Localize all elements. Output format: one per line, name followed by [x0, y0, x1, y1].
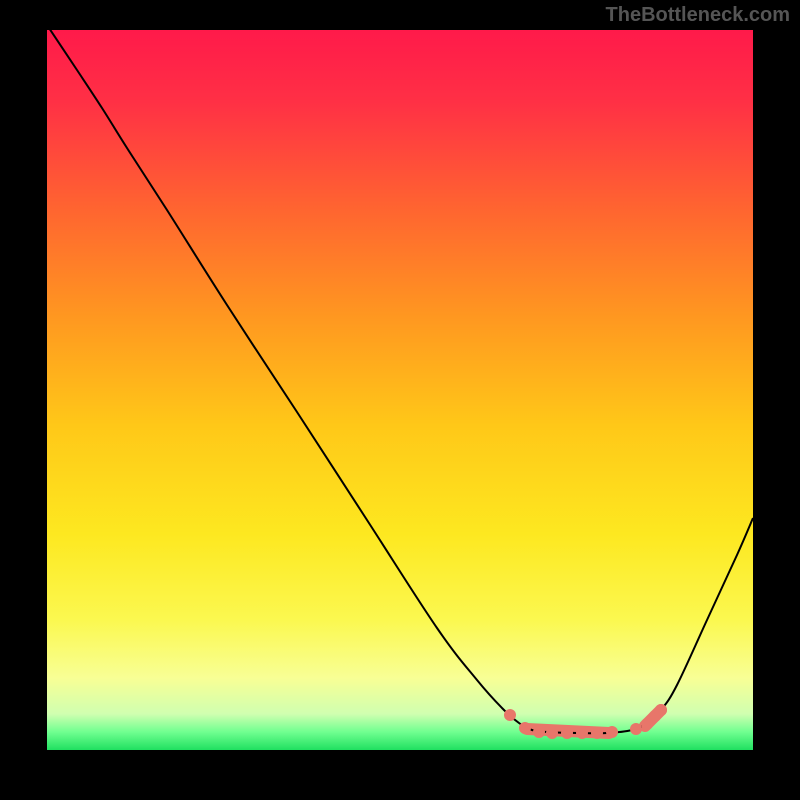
- bottleneck-curve: [47, 30, 753, 733]
- highlight-dot: [561, 727, 573, 739]
- highlight-dot: [630, 723, 642, 735]
- highlight-dot: [504, 709, 516, 721]
- highlight-dot: [606, 726, 618, 738]
- highlight-dot: [655, 704, 667, 716]
- highlight-dot: [533, 726, 545, 738]
- curve-layer: [47, 30, 753, 750]
- watermark-text: TheBottleneck.com: [606, 4, 790, 27]
- highlight-dot: [519, 722, 531, 734]
- plot-area: [47, 30, 753, 750]
- highlight-dot: [591, 727, 603, 739]
- highlight-dot: [576, 727, 588, 739]
- highlight-dot: [546, 727, 558, 739]
